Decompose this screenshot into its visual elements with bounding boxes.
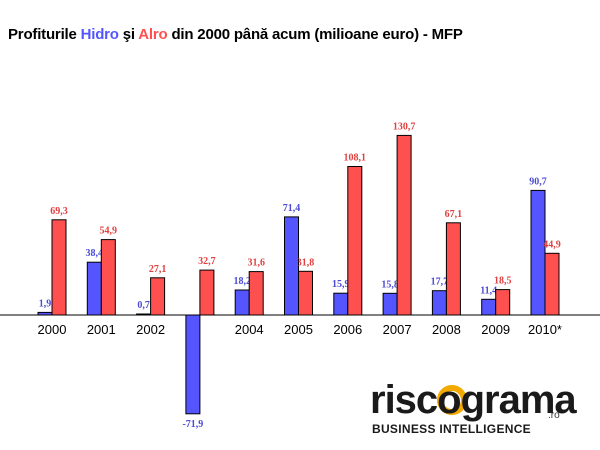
data-label-alro: 31,8 [297, 257, 315, 268]
data-label-hidro: 11,4 [480, 285, 497, 296]
data-label-alro: 69,3 [50, 206, 68, 217]
logo-tagline: BUSINESS INTELLIGENCE [372, 422, 531, 436]
data-label-alro: 44,9 [543, 239, 561, 250]
bar-alro-2007 [396, 134, 412, 316]
data-label-alro: 130,7 [393, 121, 416, 132]
logo-ring-icon [437, 385, 467, 415]
data-label-hidro: 1,9 [39, 298, 52, 309]
bar-hidro-blank-3 [185, 314, 201, 415]
x-tick-label: 2001 [87, 322, 116, 337]
data-label-hidro: 17,7 [431, 277, 449, 288]
bar-alro-2004 [248, 271, 264, 316]
bar-hidro-2007 [382, 292, 398, 316]
bar-hidro-2001 [86, 261, 102, 316]
bar-alro-2000 [51, 219, 67, 316]
data-label-alro: 31,6 [247, 258, 265, 269]
title-prefix: Profiturile [8, 26, 81, 43]
logo-brand: riscograma [370, 378, 577, 422]
data-label-alro: 108,1 [344, 153, 367, 164]
x-tick-label: 2010* [528, 322, 562, 337]
riscograma-logo: riscograma .ro BUSINESS INTELLIGENCE [370, 378, 577, 440]
x-tick-label: 2005 [284, 322, 313, 337]
data-label-alro: 54,9 [100, 226, 118, 237]
title-suffix: din 2000 până acum (milioane euro) - MFP [167, 26, 463, 43]
x-tick-label: 2008 [432, 322, 461, 337]
data-label-hidro: 0,7 [137, 300, 150, 311]
bar-hidro-2008 [431, 290, 447, 316]
bar-hidro-2004 [234, 289, 250, 316]
bar-alro-2008 [445, 222, 461, 316]
x-tick-label: 2009 [481, 322, 510, 337]
title-hidro: Hidro [80, 26, 119, 43]
bar-hidro-2006 [333, 292, 349, 316]
title-alro: Alro [138, 26, 168, 43]
x-tick-label: 2007 [383, 322, 412, 337]
bar-alro-blank-3 [199, 269, 215, 316]
logo-domain: .ro [548, 410, 560, 421]
chart-title: Profiturile Hidro şi Alro din 2000 până … [8, 26, 598, 43]
data-label-hidro: 15,9 [332, 279, 350, 290]
bar-hidro-2009 [481, 298, 497, 316]
x-tick-label: 2004 [235, 322, 264, 337]
data-label-hidro: 71,4 [283, 203, 301, 214]
bar-alro-2006 [347, 166, 363, 316]
bar-alro-2010* [544, 252, 560, 316]
x-tick-label: 2006 [333, 322, 362, 337]
data-label-alro: 67,1 [445, 209, 463, 220]
x-tick-label: 2002 [136, 322, 165, 337]
data-label-alro: 32,7 [198, 256, 216, 267]
data-label-alro: 27,1 [149, 264, 167, 275]
bar-alro-2001 [100, 239, 116, 316]
data-label-alro: 18,5 [494, 276, 512, 287]
data-label-hidro: 18,2 [233, 276, 251, 287]
data-label-hidro: 38,4 [86, 248, 104, 259]
title-middle: şi [118, 26, 139, 43]
bar-alro-2005 [298, 270, 313, 316]
data-label-hidro: 90,7 [529, 176, 547, 187]
x-tick-label: 2000 [38, 322, 67, 337]
bar-hidro-2010* [530, 189, 546, 316]
bar-alro-2009 [495, 289, 511, 316]
data-label-hidro: 15,8 [381, 279, 399, 290]
data-label-hidro: -71,9 [182, 419, 203, 430]
bar-alro-2002 [150, 277, 166, 316]
